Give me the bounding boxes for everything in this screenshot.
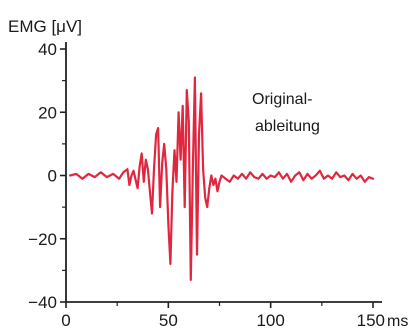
annotation-line-1: Original- xyxy=(252,91,312,108)
x-tick-label: 100 xyxy=(256,311,284,330)
y-tick-label: 20 xyxy=(38,103,57,122)
y-tick-label: −20 xyxy=(28,230,57,249)
x-ticks: 0 50 100 150 xyxy=(61,302,385,330)
x-tick-label: 0 xyxy=(61,311,70,330)
x-axis-unit: ms xyxy=(387,313,408,330)
x-tick-label: 50 xyxy=(159,311,178,330)
emg-trace-line xyxy=(69,76,375,281)
y-tick-label: 40 xyxy=(38,40,57,59)
x-tick-label: 150 xyxy=(357,311,385,330)
y-ticks: 40 20 0 −20 −40 xyxy=(28,40,66,312)
annotation-line-2: ableitung xyxy=(255,118,320,135)
y-tick-label: −40 xyxy=(28,293,57,312)
plot-area: EMG [μV] Original- ableitung 40 20 0 −20 −40… xyxy=(8,17,408,330)
y-axis-label: EMG [μV] xyxy=(8,17,82,36)
y-tick-label: 0 xyxy=(48,167,57,186)
